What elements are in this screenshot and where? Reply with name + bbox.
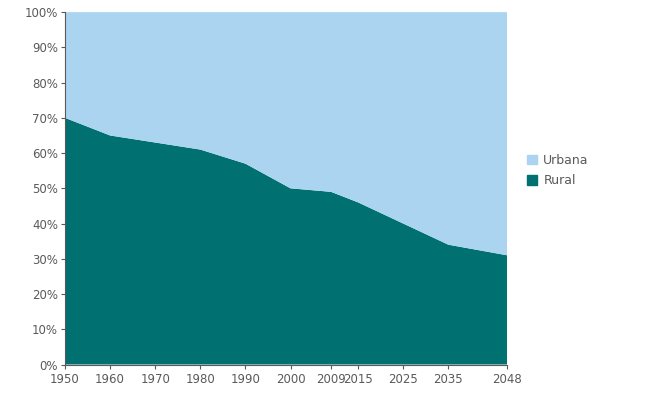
Legend: Urbana, Rural: Urbana, Rural xyxy=(522,149,594,192)
